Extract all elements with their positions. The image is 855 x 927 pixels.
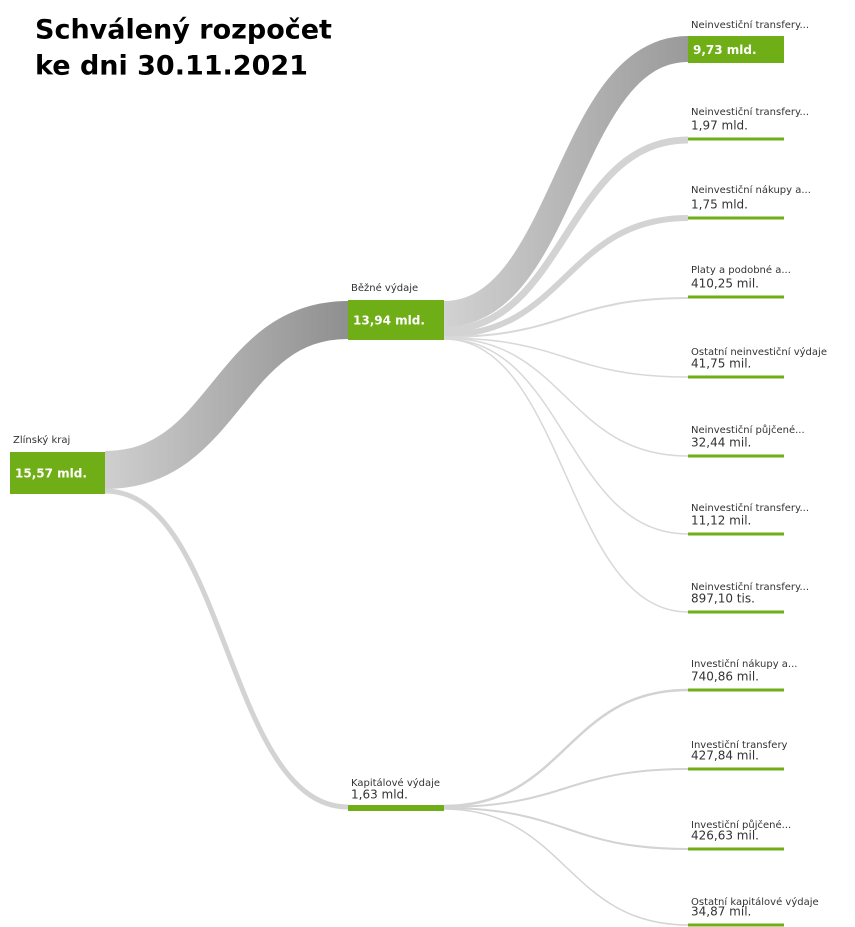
link [443,136,689,334]
title-line: ke dni 30.11.2021 [35,51,308,82]
node-label: Ostatní kapitálové výdaje [691,896,819,908]
link [443,338,689,535]
node-value: 1,75 mld. [691,198,748,212]
node-bar [348,805,444,811]
node-value: 410,25 mil. [691,277,759,291]
node-value: 41,75 mil. [691,357,751,371]
node-value: 897,10 tis. [691,592,755,606]
node-bar [688,375,784,379]
link [443,807,689,850]
node-bar [688,923,784,927]
link [443,808,689,926]
node-box [348,300,444,340]
node-value: 34,87 mil. [691,905,751,919]
node-bar [688,295,784,299]
node-label: Neinvestiční nákupy a... [691,184,811,196]
link [104,301,349,489]
link [443,215,689,338]
node-label: Platy a podobné a... [691,264,791,276]
node-value: 32,44 mil. [691,436,751,450]
node-label: Investiční půjčené... [691,819,791,831]
link [443,338,689,613]
link [443,768,689,808]
node-label: Neinvestiční transfery... [691,19,809,31]
node-bar [688,216,784,220]
node-bar [688,688,784,692]
node-label: Neinvestiční transfery... [691,581,809,593]
node-value: 427,84 mil. [691,749,759,763]
link [443,688,689,808]
node-box [10,452,105,494]
link [443,36,689,327]
node-label: Neinvestiční transfery... [691,502,809,514]
node-value: 9,73 mld. [693,43,757,57]
node-value: 1,97 mld. [691,119,748,133]
link [104,488,349,810]
link [443,337,689,457]
node-label: Neinvestiční transfery... [691,106,809,118]
node-value: 13,94 mld. [353,314,425,328]
node-value: 426,63 mil. [691,829,759,843]
node-label: Zlínský kraj [13,434,70,446]
node-bar [688,847,784,851]
link [443,297,689,338]
node-value: 15,57 mld. [15,467,87,481]
node-label: Ostatní neinvestiční výdaje [691,346,827,358]
node-bar [688,454,784,458]
node-label: Neinvestiční půjčené... [691,424,805,436]
node-label: Kapitálové výdaje [351,777,440,789]
node-value: 11,12 mil. [691,514,751,528]
node-value: 740,86 mil. [691,670,759,684]
node-bar [688,767,784,771]
node-bar [688,137,784,141]
title-line: Schválený rozpočet [35,15,332,46]
node-label: Investiční nákupy a... [691,658,797,670]
node-bar [688,610,784,614]
node-box [688,36,784,63]
node-label: Běžné výdaje [351,282,418,294]
link [443,337,689,378]
node-label: Investiční transfery [691,739,788,751]
node-value: 1,63 mld. [351,788,408,802]
node-bar [688,532,784,536]
